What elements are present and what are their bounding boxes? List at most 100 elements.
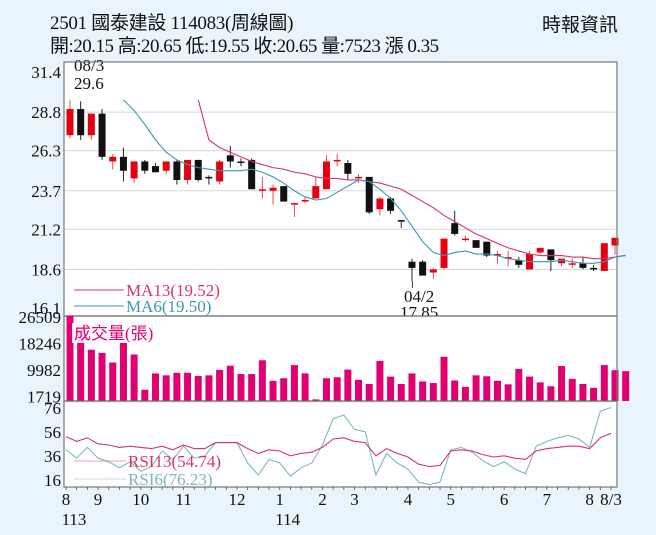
month-label: 6 xyxy=(500,490,509,509)
volume-bar xyxy=(622,371,630,401)
volume-bar xyxy=(355,379,363,401)
month-label: 8 xyxy=(62,490,71,509)
rsi-tick-label: 56 xyxy=(44,423,61,442)
month-label: 8/3 xyxy=(600,490,622,509)
candle xyxy=(611,237,619,246)
volume-bar xyxy=(290,365,298,401)
candle xyxy=(173,161,181,180)
candle xyxy=(312,186,320,199)
volume-bar xyxy=(579,384,587,401)
candle xyxy=(579,263,587,268)
candle xyxy=(558,258,566,264)
candle xyxy=(87,113,95,136)
candle xyxy=(162,161,170,171)
candle xyxy=(184,159,192,180)
year-label: 114 xyxy=(275,510,300,529)
volume-bar xyxy=(536,382,544,401)
volume-bar xyxy=(472,375,480,401)
candle xyxy=(536,247,544,253)
volume-bar xyxy=(611,370,619,401)
candle xyxy=(119,156,127,171)
volume-bar xyxy=(248,374,256,401)
volume-bar xyxy=(226,365,234,401)
candle xyxy=(504,257,512,259)
price-tick-label: 16.1 xyxy=(31,299,61,318)
candle xyxy=(493,254,501,256)
volume-bar xyxy=(483,376,491,401)
candle xyxy=(98,113,106,157)
month-label: 9 xyxy=(94,490,103,509)
volume-tick-label: 18246 xyxy=(19,334,62,353)
volume-bar xyxy=(162,375,170,401)
volume-bar xyxy=(119,342,127,401)
candle xyxy=(66,109,74,136)
volume-bar xyxy=(558,366,566,401)
candle xyxy=(483,241,491,256)
volume-bar xyxy=(184,372,192,401)
volume-bar xyxy=(312,399,320,401)
price-tick-label: 28.8 xyxy=(31,103,61,122)
volume-bar xyxy=(493,380,501,401)
candle xyxy=(216,161,224,182)
candle xyxy=(600,243,608,271)
volume-bar xyxy=(173,372,181,401)
volume-bar xyxy=(87,349,95,401)
candle xyxy=(397,220,405,222)
candle xyxy=(419,261,427,276)
candle xyxy=(429,269,437,273)
candle xyxy=(258,189,266,191)
volume-bar xyxy=(568,378,576,401)
candle xyxy=(440,238,448,268)
volume-bar xyxy=(590,387,598,401)
volume-bar xyxy=(547,386,555,401)
volume-bar xyxy=(451,380,459,401)
low-date-annotation: 04/2 xyxy=(404,287,434,306)
price-tick-label: 18.6 xyxy=(31,260,61,279)
volume-bar xyxy=(194,375,202,401)
volume-bar xyxy=(98,352,106,401)
candle xyxy=(141,161,149,171)
candle xyxy=(269,187,277,191)
volume-bar xyxy=(205,375,213,401)
volume-bar xyxy=(515,368,523,401)
candle xyxy=(130,161,138,179)
candle xyxy=(333,159,341,162)
ohlc-summary: 開:20.15 高:20.65 低:19.55 收:20.65 量:7523 漲… xyxy=(50,36,439,57)
volume-bar xyxy=(408,373,416,401)
candle xyxy=(109,156,117,162)
rsi6-legend: RSI6(76.23) xyxy=(128,470,213,489)
chart-title: 2501 國泰建設 114083(周線圖) xyxy=(50,13,294,34)
month-label: 12 xyxy=(228,490,245,509)
month-label: 4 xyxy=(404,490,413,509)
volume-bar xyxy=(387,376,395,401)
volume-bar xyxy=(376,360,384,401)
candle xyxy=(451,223,459,234)
high-date-annotation: 08/3 xyxy=(74,56,104,75)
volume-bar xyxy=(237,374,245,401)
rsi-panel: 76 56 36 16 RSI13(54.74)RSI6(76.23) xyxy=(44,61,618,490)
volume-bar xyxy=(397,384,405,401)
month-label: 1 xyxy=(275,490,284,509)
volume-bar xyxy=(269,380,277,401)
volume-bar xyxy=(280,378,288,401)
volume-tick-label: 26509 xyxy=(19,308,62,327)
candle xyxy=(355,176,363,179)
month-label: 7 xyxy=(543,490,552,509)
rsi13-legend: RSI13(54.74) xyxy=(128,452,221,471)
volume-bar xyxy=(526,376,534,401)
volume-bar xyxy=(600,365,608,401)
volume-bar xyxy=(301,373,309,401)
volume-panel: 26509 18246 9982 1719 成交量(張) xyxy=(19,308,630,406)
candle xyxy=(408,261,416,268)
candle xyxy=(205,176,213,179)
month-label: 10 xyxy=(132,490,149,509)
rsi-tick-label: 76 xyxy=(44,399,61,418)
rsi13-line xyxy=(65,432,612,468)
year-label: 113 xyxy=(62,510,87,529)
candle xyxy=(515,260,523,265)
volume-bar xyxy=(365,384,373,401)
volume-tick-label: 9982 xyxy=(27,361,61,380)
candle xyxy=(547,249,555,261)
